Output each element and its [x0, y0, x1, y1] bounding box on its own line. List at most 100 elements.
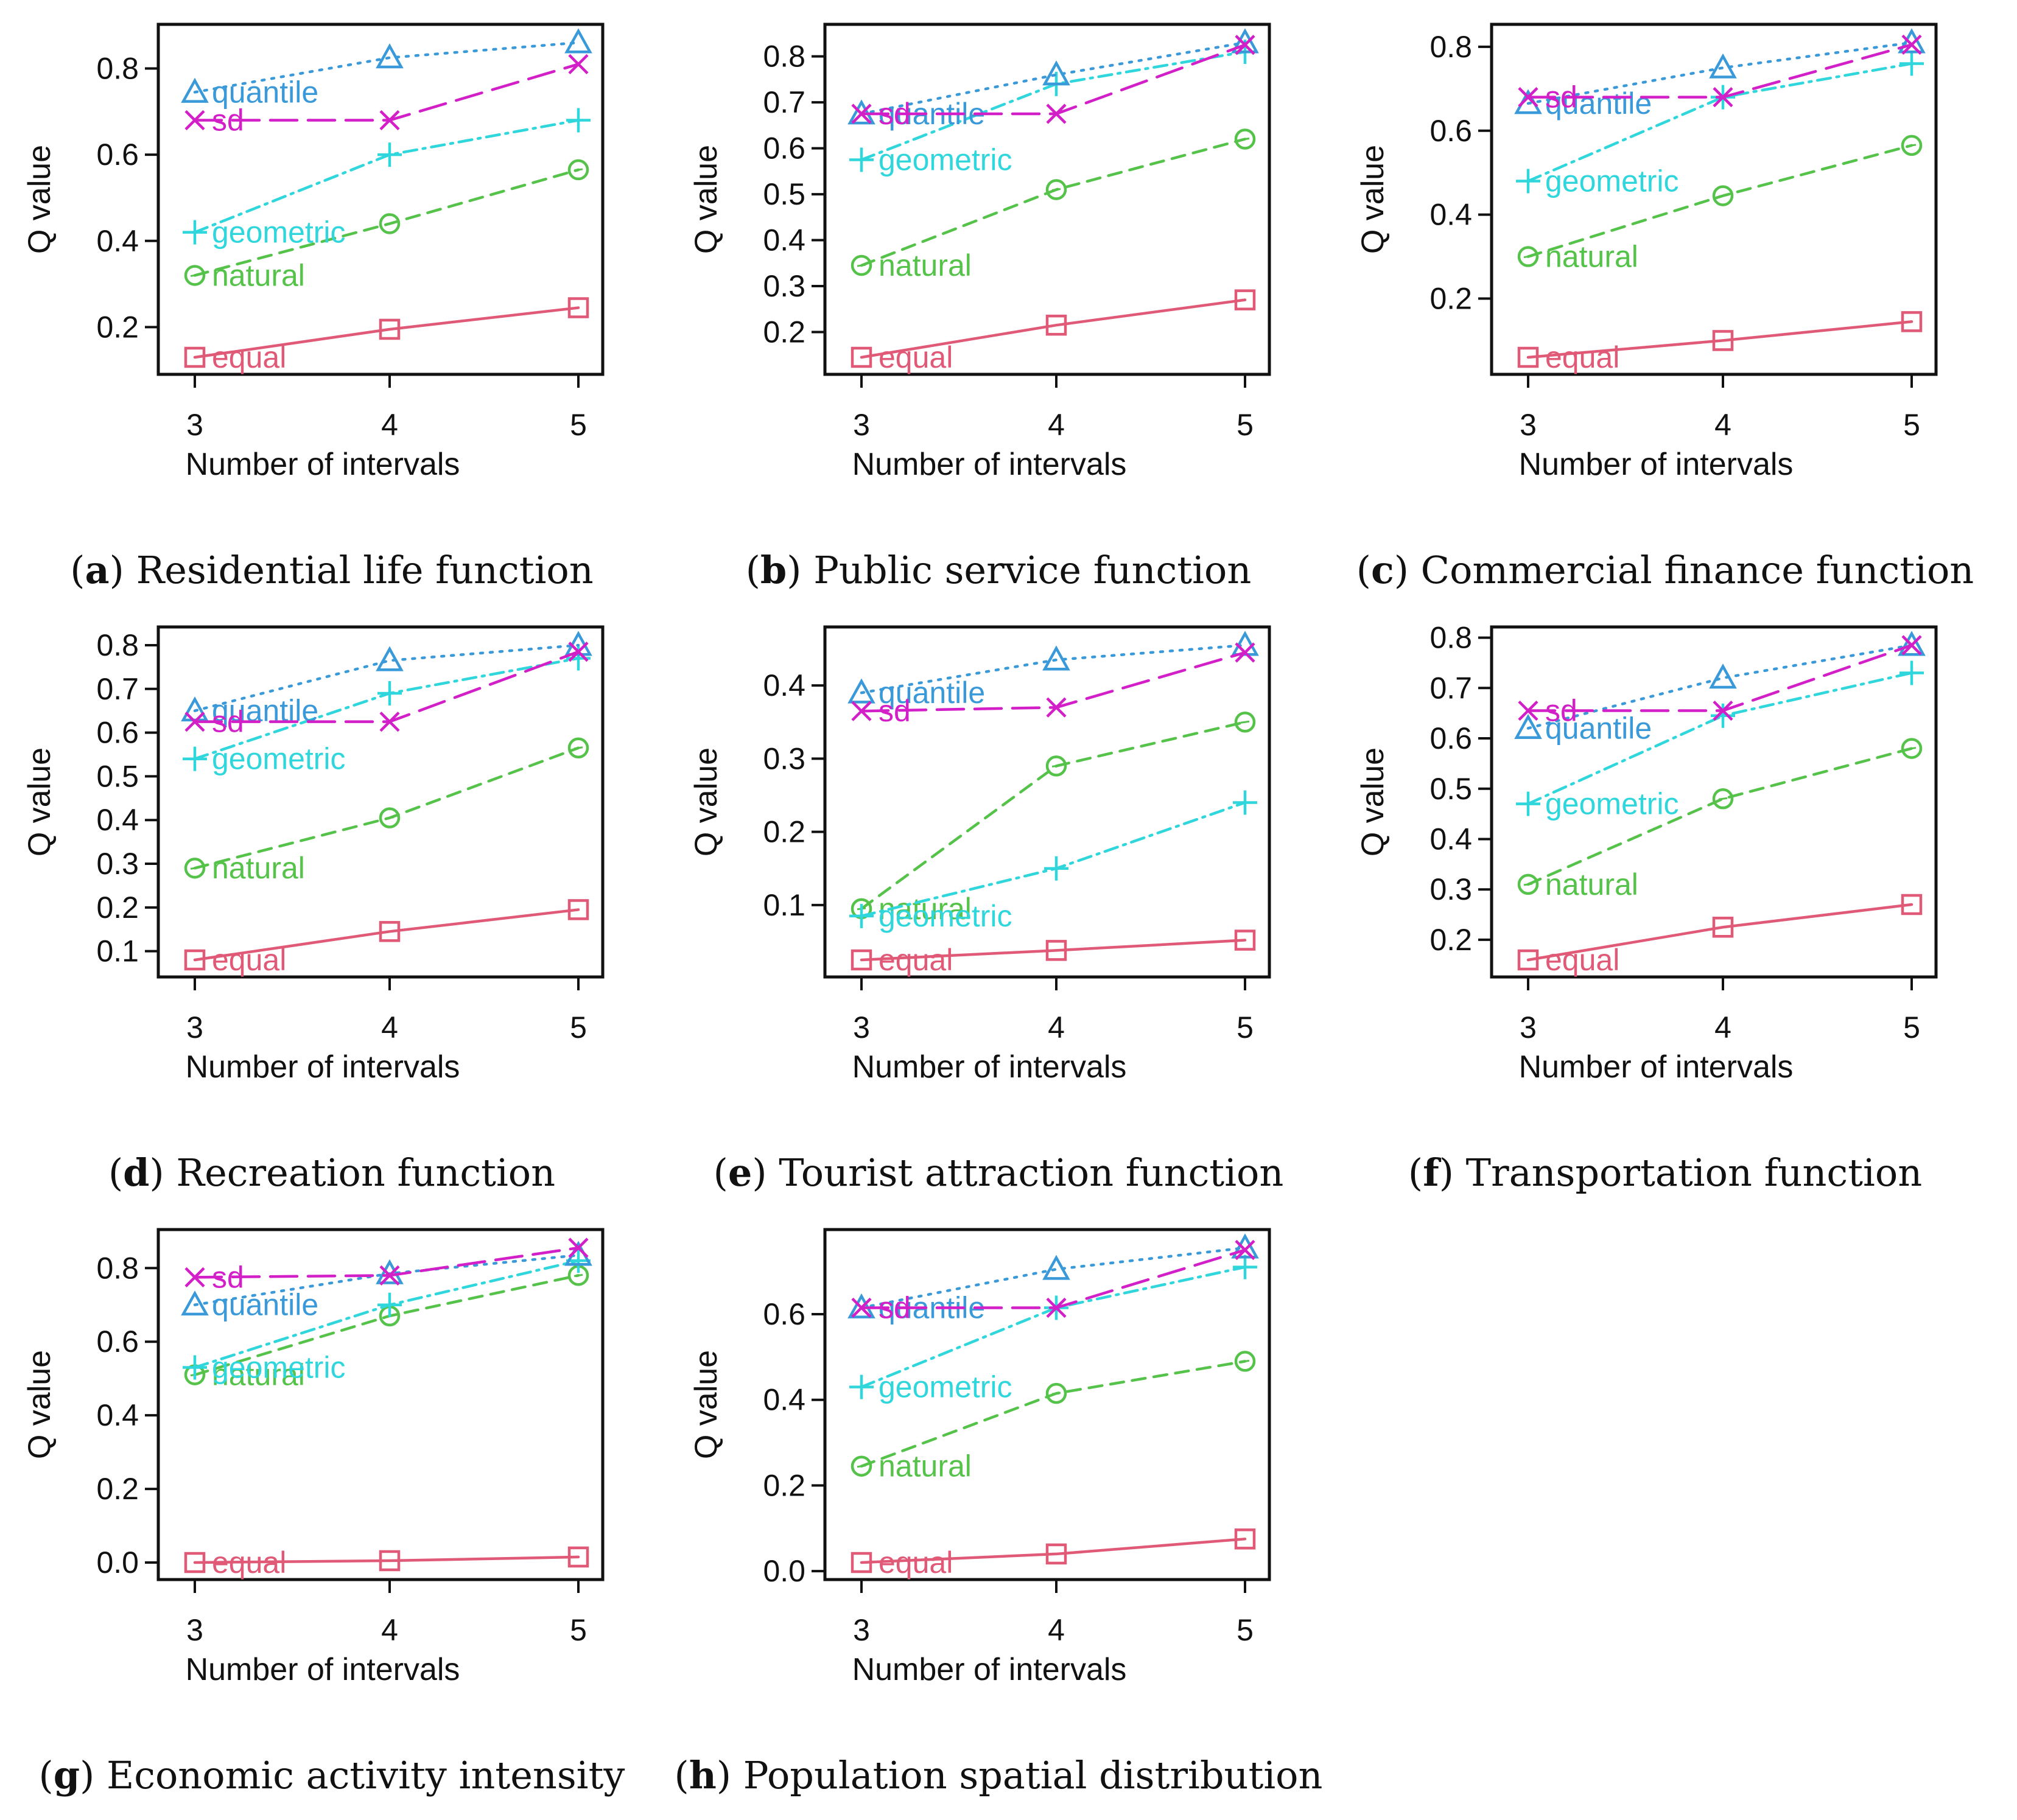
- plot-frame: [823, 625, 1271, 979]
- y-tick-label: 0.4: [1429, 198, 1472, 232]
- series-line-equal: [193, 306, 580, 359]
- y-tick-label: 0.8: [763, 40, 805, 74]
- series-label-geometric: geometric: [879, 142, 1012, 177]
- marker-natural-4-ring: [379, 807, 401, 828]
- chart-f: 0.2 0.3 0.4 0.5 0.6 0.7 0.8 Q value 3 4 5 Number of…: [1355, 621, 1938, 1085]
- series-sd: sd: [184, 642, 589, 739]
- marker-natural-5-ring: [567, 159, 589, 181]
- x-tick-label: 3: [853, 1613, 870, 1647]
- marker-natural-5: [1234, 1351, 1256, 1372]
- marker-sd-4: [1046, 1297, 1067, 1318]
- marker-natural-5-bar: [1240, 138, 1250, 141]
- series-label-equal: equal: [879, 340, 953, 374]
- x-tick-label: 5: [570, 408, 587, 442]
- x-tick-label: 3: [853, 408, 870, 442]
- marker-natural-3-ring: [851, 254, 872, 276]
- series-sd: sd: [184, 54, 589, 137]
- series-natural: natural: [1517, 135, 1923, 274]
- marker-equal-4: [1045, 314, 1067, 336]
- x-tick-label: 4: [381, 1613, 398, 1647]
- series-line-geometric: [1526, 671, 1914, 805]
- series-label-sd: sd: [879, 694, 911, 728]
- y-tick-label: 0.6: [1429, 114, 1472, 148]
- caption-paren-open: (: [108, 1150, 124, 1195]
- marker-geometric-5: [1899, 51, 1924, 76]
- caption-text: Recreation function: [176, 1150, 556, 1195]
- marker-quantile-3: [181, 1290, 209, 1316]
- series-label-geometric: geometric: [212, 1351, 346, 1385]
- marker-sd-5: [1901, 635, 1922, 656]
- chart-panel-c: 0.2 0.4 0.6 0.8 Q value 3 4 5 Number of interval…: [1333, 12, 1997, 615]
- marker-geometric-4: [1044, 856, 1068, 881]
- marker-natural-5-ring: [1234, 128, 1256, 150]
- caption-letter: c: [1370, 548, 1394, 592]
- marker-equal-5: [567, 899, 589, 920]
- marker-quantile-3: [847, 678, 875, 704]
- y-tick-label: 0.8: [1429, 621, 1472, 655]
- chart-b: 0.2 0.3 0.4 0.5 0.6 0.7 0.8 Q value 3 4 5 Number of…: [689, 23, 1271, 482]
- y-axis-label: Q value: [22, 747, 57, 856]
- x-tick-label: 4: [1048, 1010, 1065, 1045]
- marker-sd-4-b: [1713, 700, 1733, 721]
- marker-quantile-3: [1514, 713, 1542, 739]
- caption-text: Economic activity intensity: [107, 1753, 625, 1797]
- marker-sd-5: [1235, 1239, 1255, 1261]
- chart-panel-g: 0.0 0.2 0.4 0.6 0.8 Q value 3 4 5 Number of inter…: [0, 1217, 664, 1820]
- series-natural: natural: [184, 159, 589, 292]
- y-tick-label: 0.4: [763, 668, 805, 702]
- series-line-equal: [1526, 320, 1914, 359]
- x-axis-label: Number of intervals: [1519, 1049, 1794, 1085]
- marker-equal-5: [1234, 929, 1256, 951]
- series-label-equal: equal: [1545, 340, 1619, 374]
- x-axis-label: Number of intervals: [1519, 447, 1794, 482]
- marker-natural-5: [567, 159, 589, 181]
- marker-sd-4-b: [1046, 697, 1067, 718]
- series-quantile: quantile: [181, 1241, 592, 1322]
- series-label-natural: natural: [879, 1449, 972, 1483]
- series-geometric: geometric: [849, 790, 1257, 933]
- series-geometric: geometric: [183, 108, 591, 250]
- marker-sd-5: [568, 54, 589, 75]
- marker-natural-4: [379, 213, 401, 234]
- y-tick-label: 0.7: [763, 85, 805, 119]
- panel-caption-c: (c) Commercial finance function: [1333, 548, 1997, 592]
- series-quantile: quantile: [1514, 631, 1926, 745]
- y-tick-label: 0.0: [763, 1554, 805, 1588]
- x-tick-label: 5: [1237, 1010, 1254, 1045]
- caption-letter: e: [728, 1150, 752, 1195]
- series-line-natural: [860, 720, 1247, 911]
- marker-natural-5-bar: [1907, 747, 1917, 751]
- series-line-geometric: [1526, 62, 1914, 183]
- y-tick-label: 0.3: [1429, 872, 1472, 906]
- marker-geometric-3: [183, 220, 207, 245]
- y-tick-label: 0.6: [96, 1325, 139, 1359]
- plot-frame: [823, 1228, 1271, 1581]
- marker-natural-5-ring: [567, 737, 589, 758]
- y-tick-label: 0.4: [96, 224, 139, 258]
- marker-quantile-5: [1898, 28, 1926, 54]
- marker-sd-3-b: [184, 110, 205, 131]
- series-line-equal: [860, 939, 1247, 962]
- caption-paren-close: ): [1439, 1150, 1466, 1195]
- series-line-quantile: [860, 643, 1247, 695]
- y-tick-label: 0.3: [763, 741, 805, 775]
- y-tick-label: 0.1: [96, 934, 139, 968]
- marker-natural-4: [1712, 788, 1734, 810]
- marker-equal-5: [1901, 311, 1923, 332]
- caption-text: Residential life function: [136, 548, 594, 592]
- series-label-equal: equal: [879, 1545, 953, 1580]
- y-tick-label: 0.2: [96, 310, 139, 344]
- marker-natural-4-bar: [385, 222, 395, 225]
- series-label-quantile: quantile: [1545, 711, 1652, 745]
- series-label-natural: natural: [1545, 240, 1638, 274]
- caption-text: Tourist attraction function: [779, 1150, 1284, 1195]
- series-label-equal: equal: [212, 1545, 286, 1580]
- marker-natural-3: [851, 1455, 872, 1477]
- y-tick-label: 0.2: [96, 891, 139, 925]
- series-label-equal: equal: [212, 340, 286, 374]
- marker-quantile-5: [1231, 1233, 1259, 1259]
- marker-natural-4-bar: [1051, 1391, 1061, 1395]
- marker-natural-3: [184, 265, 206, 286]
- plot-frame: [156, 23, 605, 376]
